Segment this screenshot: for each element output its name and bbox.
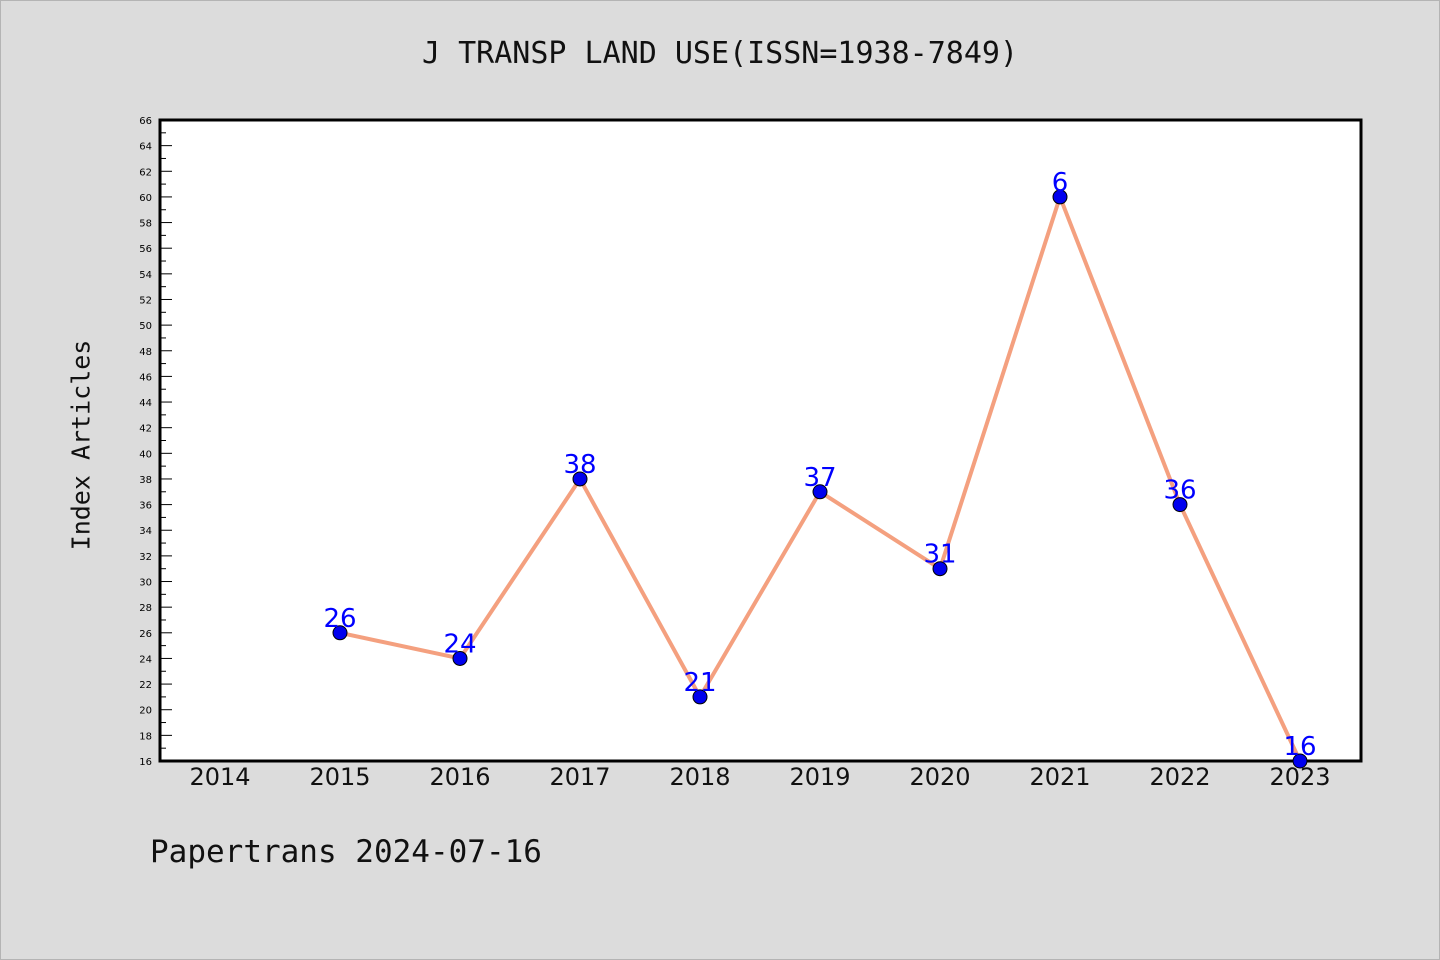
y-tick-label: 46 <box>139 372 152 383</box>
y-tick-label: 44 <box>139 398 152 409</box>
y-tick-label: 38 <box>139 475 152 486</box>
y-tick-label: 58 <box>139 219 152 230</box>
y-tick-label: 24 <box>139 654 152 665</box>
data-point <box>1172 497 1188 513</box>
data-point <box>932 561 948 577</box>
y-tick-label: 22 <box>139 680 152 691</box>
x-tick-label: 2017 <box>549 763 610 791</box>
y-tick-label: 16 <box>139 757 152 768</box>
data-label: 26 <box>323 604 356 634</box>
y-tick-label: 50 <box>139 321 152 332</box>
data-label: 31 <box>923 540 956 570</box>
x-tick-label: 2022 <box>1149 763 1210 791</box>
y-tick-label: 18 <box>139 731 152 742</box>
y-tick-label: 60 <box>139 193 152 204</box>
data-point <box>812 484 828 500</box>
y-tick-label: 48 <box>139 347 152 358</box>
x-tick-label: 2015 <box>309 763 370 791</box>
y-tick-label: 64 <box>139 142 152 153</box>
y-tick-label: 32 <box>139 552 152 563</box>
y-tick-label: 30 <box>139 578 152 589</box>
x-tick-label: 2018 <box>669 763 730 791</box>
data-label: 38 <box>563 450 596 480</box>
y-tick-label: 52 <box>139 295 152 306</box>
data-label: 6 <box>1052 168 1069 198</box>
y-tick-label: 54 <box>139 270 152 281</box>
data-point <box>332 625 348 641</box>
data-point <box>692 689 708 705</box>
x-tick-label: 2014 <box>189 763 250 791</box>
data-point <box>452 650 468 666</box>
data-label: 24 <box>443 629 476 659</box>
y-tick-label: 20 <box>139 706 152 717</box>
data-point <box>572 471 588 487</box>
data-label: 16 <box>1283 732 1316 762</box>
x-tick-label: 2019 <box>789 763 850 791</box>
data-point <box>1052 189 1068 205</box>
footer-text: Papertrans 2024-07-16 <box>150 834 542 870</box>
y-tick-label: 28 <box>139 603 152 614</box>
x-tick-label: 2021 <box>1029 763 1090 791</box>
y-tick-label: 34 <box>139 526 152 537</box>
data-label: 21 <box>683 668 716 698</box>
y-tick-label: 66 <box>139 116 152 127</box>
data-label: 36 <box>1163 476 1196 506</box>
y-tick-label: 56 <box>139 244 152 255</box>
data-point <box>1292 753 1308 769</box>
data-label: 37 <box>803 463 836 493</box>
y-tick-label: 42 <box>139 424 152 435</box>
y-tick-label: 40 <box>139 449 152 460</box>
plot-background <box>160 120 1361 761</box>
y-tick-label: 62 <box>139 167 152 178</box>
y-tick-label: 26 <box>139 629 152 640</box>
x-tick-label: 2016 <box>429 763 490 791</box>
x-tick-label: 2020 <box>909 763 970 791</box>
y-tick-label: 36 <box>139 501 152 512</box>
chart-title: J TRANSP LAND USE(ISSN=1938-7849) <box>421 36 1019 71</box>
